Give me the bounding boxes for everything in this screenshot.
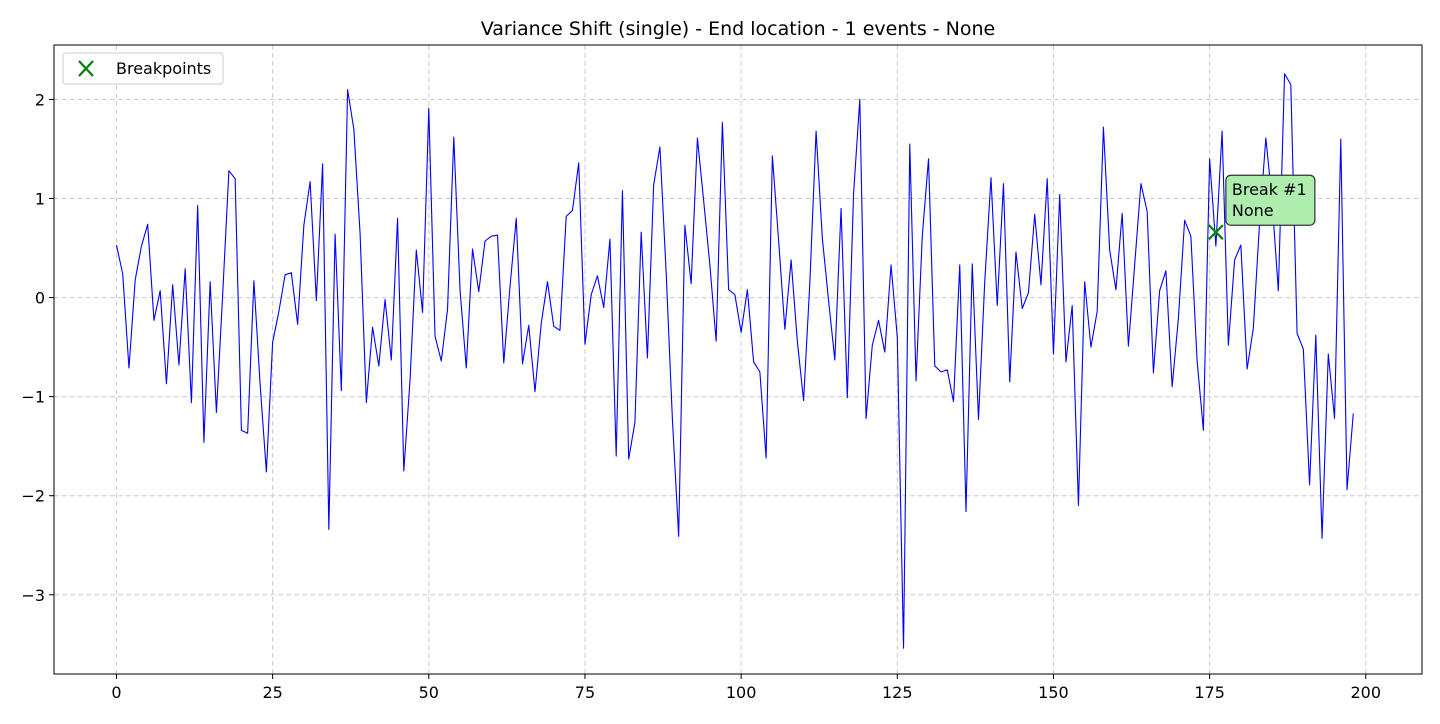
chart-title: Variance Shift (single) - End location -… xyxy=(481,18,995,40)
x-tick-label: 50 xyxy=(419,683,439,702)
x-tick-label: 150 xyxy=(1038,683,1069,702)
y-tick-label: −1 xyxy=(21,388,45,407)
annotation-title: Break #1 xyxy=(1232,180,1307,199)
x-tick-label: 100 xyxy=(726,683,757,702)
y-tick-label: −2 xyxy=(21,487,45,506)
x-tick-label: 75 xyxy=(575,683,595,702)
y-tick-label: −3 xyxy=(21,586,45,605)
breakpoint-marker xyxy=(1208,224,1224,240)
y-tick-label: 1 xyxy=(35,190,45,209)
x-tick-label: 0 xyxy=(111,683,121,702)
x-tick-label: 175 xyxy=(1194,683,1225,702)
annotation-value: None xyxy=(1232,201,1274,220)
series-layer xyxy=(115,73,1354,649)
series-line xyxy=(115,73,1354,649)
annotation-layer: Break #1 None xyxy=(1225,174,1316,226)
y-tick-label: 0 xyxy=(35,289,45,308)
breakpoint-layer xyxy=(1208,224,1224,240)
annotation-box xyxy=(1225,174,1316,226)
x-tick-label: 200 xyxy=(1351,683,1382,702)
y-tick-label: 2 xyxy=(35,90,45,109)
legend-x-marker-icon xyxy=(78,60,94,77)
x-tick-label: 25 xyxy=(262,683,282,702)
plot-frame xyxy=(53,44,1423,675)
axis-ticks: 0 25 50 75 100 125 150 175 200 2 1 0 −1 −2 −3 xyxy=(21,90,1381,702)
legend-box xyxy=(62,52,224,85)
grid-lines xyxy=(54,45,1422,674)
legend: Breakpoints xyxy=(62,52,224,85)
x-tick-label: 125 xyxy=(882,683,913,702)
legend-label: Breakpoints xyxy=(116,59,211,78)
